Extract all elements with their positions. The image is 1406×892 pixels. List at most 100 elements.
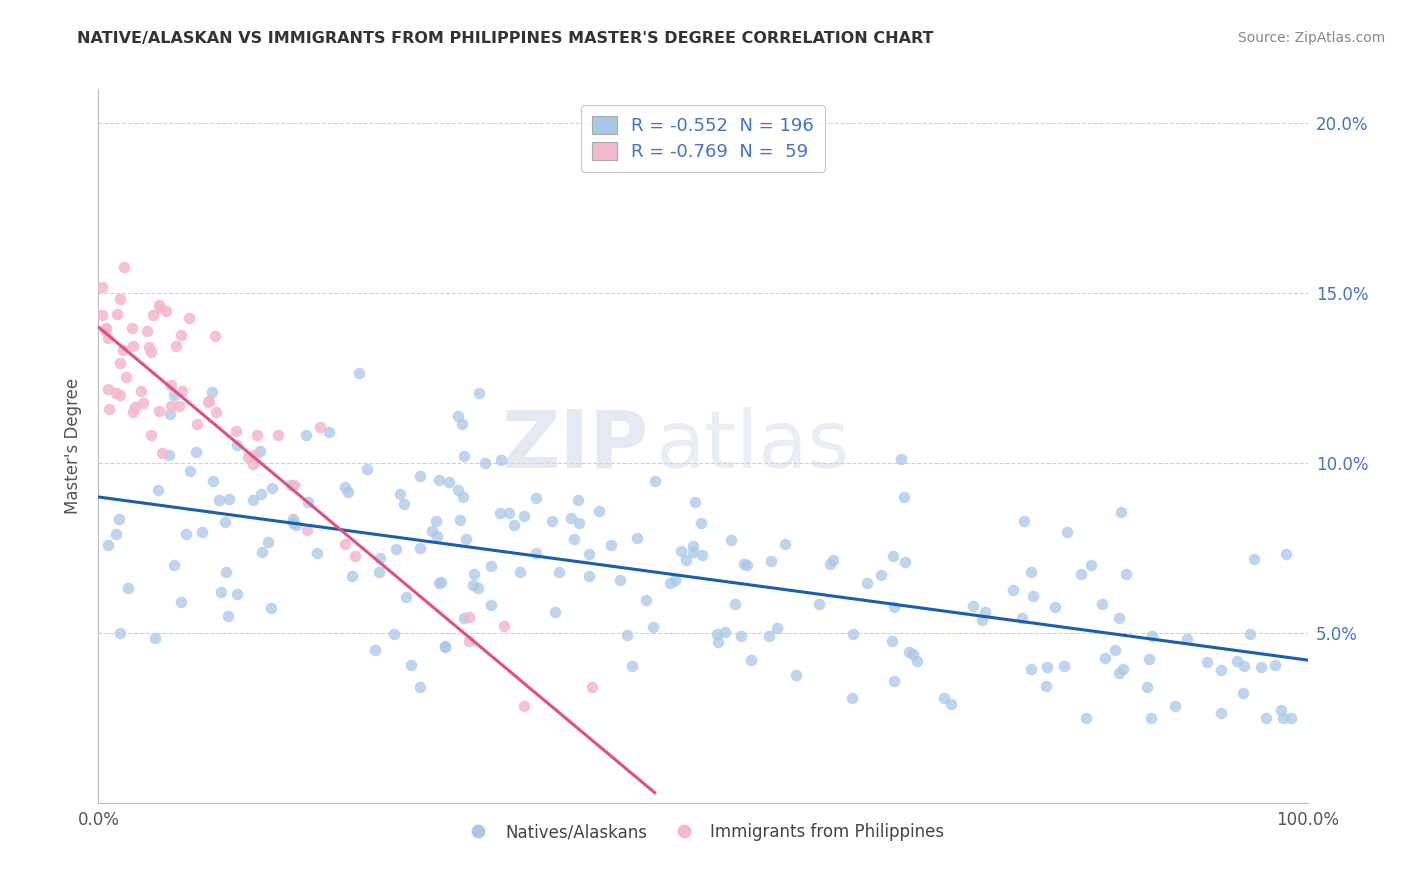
Point [395,590,418,604]
Point [1091,597,1114,611]
Point [146,483,169,498]
Point [160,378,183,392]
Point [283,516,305,530]
Point [1022,590,1045,604]
Point [467,386,489,401]
Point [167,399,190,413]
Point [420,524,443,538]
Point [205,405,228,419]
Point [295,523,318,537]
Point [1279,711,1302,725]
Point [226,586,249,600]
Point [581,681,603,695]
Point [425,514,447,528]
Point [1001,582,1024,597]
Point [1011,611,1033,625]
Point [409,681,432,695]
Point [893,490,915,504]
Point [165,339,187,353]
Point [740,652,762,666]
Point [808,597,831,611]
Point [524,546,547,560]
Point [1014,514,1036,528]
Point [759,554,782,568]
Point [408,468,430,483]
Point [186,445,208,459]
Point [1036,660,1059,674]
Point [560,510,582,524]
Point [1164,699,1187,714]
Point [430,574,453,589]
Point [970,613,993,627]
Point [159,408,181,422]
Point [215,566,238,580]
Point [1108,665,1130,680]
Point [204,329,226,343]
Point [108,511,131,525]
Legend: Natives/Alaskans, Immigrants from Philippines: Natives/Alaskans, Immigrants from Philip… [456,817,950,848]
Point [389,487,412,501]
Point [155,304,177,318]
Point [841,691,863,706]
Point [131,396,153,410]
Point [599,538,621,552]
Point [170,595,193,609]
Point [337,484,360,499]
Point [148,298,170,312]
Point [427,575,450,590]
Point [139,345,162,359]
Point [973,605,995,619]
Point [733,557,755,571]
Point [97,402,120,417]
Point [451,417,474,432]
Point [1109,505,1132,519]
Point [1019,565,1042,579]
Point [1232,686,1254,700]
Point [148,404,170,418]
Point [883,599,905,614]
Point [121,321,143,335]
Point [152,445,174,459]
Point [1140,711,1163,725]
Point [249,444,271,458]
Point [1019,662,1042,676]
Point [201,385,224,400]
Point [250,545,273,559]
Point [347,367,370,381]
Point [163,558,186,573]
Point [399,658,422,673]
Point [1195,655,1218,669]
Point [260,600,283,615]
Point [94,323,117,337]
Point [512,698,534,713]
Point [773,537,796,551]
Point [730,629,752,643]
Point [94,321,117,335]
Point [1076,711,1098,725]
Point [225,438,247,452]
Point [664,573,686,587]
Point [129,384,152,399]
Point [104,526,127,541]
Text: Source: ZipAtlas.com: Source: ZipAtlas.com [1237,31,1385,45]
Point [246,427,269,442]
Point [97,382,120,396]
Point [105,385,128,400]
Point [335,537,357,551]
Point [283,512,305,526]
Point [842,626,865,640]
Point [1233,658,1256,673]
Point [1256,711,1278,725]
Point [426,529,449,543]
Point [114,370,136,384]
Point [883,673,905,688]
Point [453,611,475,625]
Point [218,491,240,506]
Point [567,493,589,508]
Point [225,424,247,438]
Point [474,456,496,470]
Point [159,399,181,413]
Point [1271,711,1294,725]
Point [108,387,131,401]
Text: ZIP: ZIP [502,407,648,485]
